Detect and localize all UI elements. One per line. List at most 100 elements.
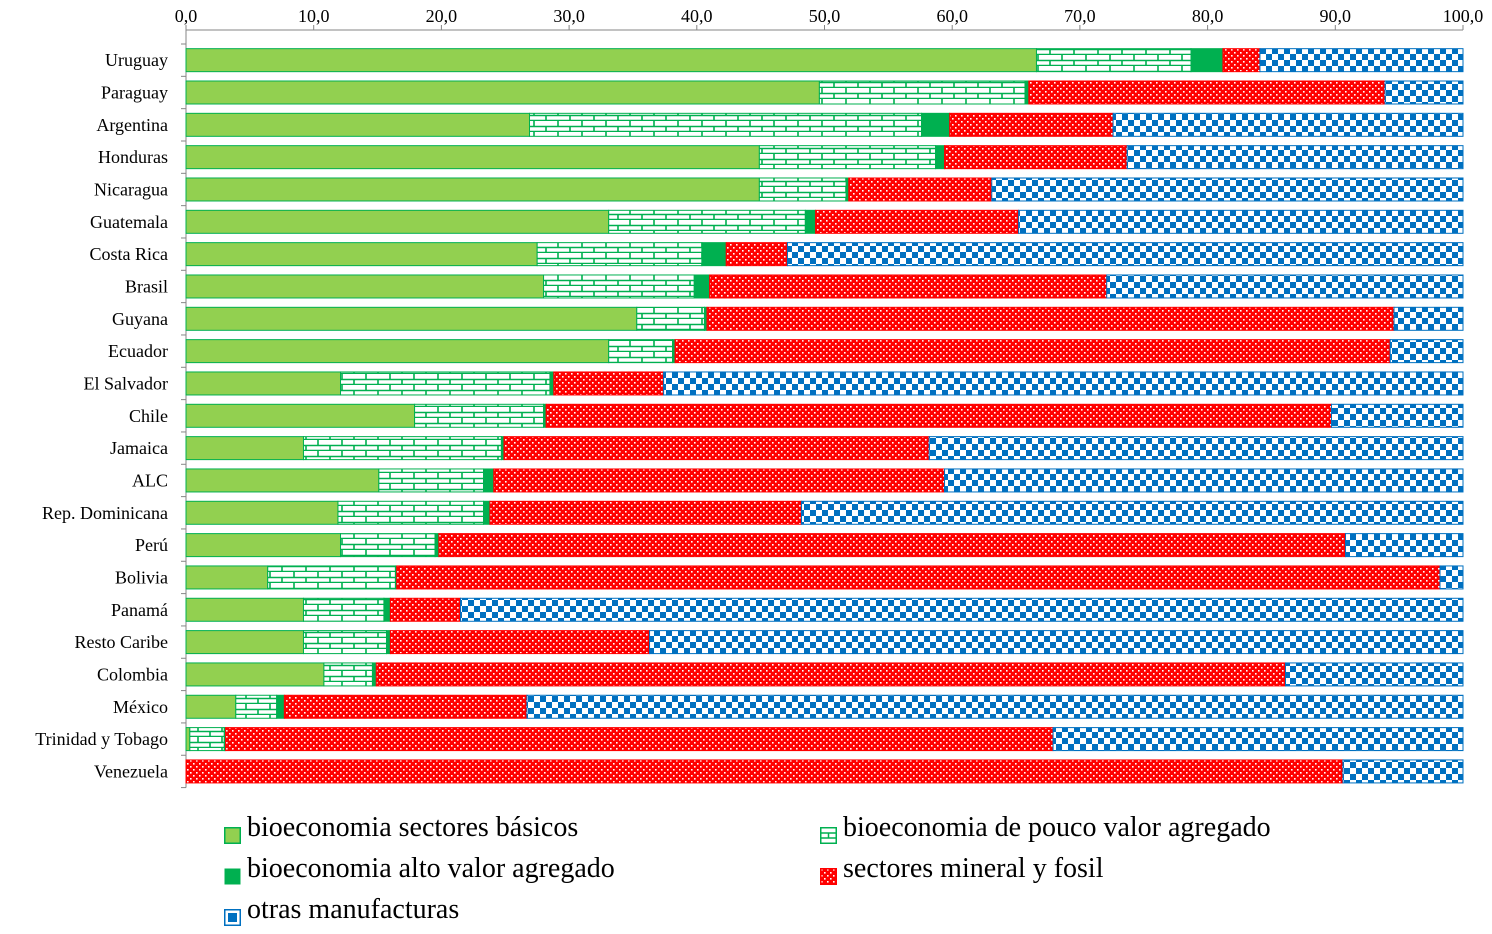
category-label-argentina: Argentina — [96, 115, 168, 135]
bar-resto-caribe-otras-manufacturas — [649, 630, 1464, 655]
bar-guatemala-bioeconomia-alto-valor-agregado — [804, 209, 817, 234]
bar-el-salvador-bioeconomia-de-pouco-valor-agregado — [340, 371, 551, 396]
category-label-peru: Perú — [135, 535, 168, 555]
category-labels: Uruguay Paraguay Argentina Honduras Nicaragu… — [35, 50, 168, 781]
x-tick-label: 70,0 — [1064, 6, 1096, 26]
bar-peru-bioeconomia-sectores-basicos — [185, 533, 342, 558]
bar-resto-caribe-bioeconomia-sectores-basicos — [185, 630, 304, 655]
legend-label-basicos: bioeconomia sectores básicos — [247, 812, 579, 843]
category-label-rep-dominicana: Rep. Dominicana — [42, 503, 168, 523]
bar-bolivia-sectores-mineral-y-fosil — [396, 565, 1441, 590]
bars — [185, 48, 1464, 784]
bar-argentina-sectores-mineral-y-fosil — [949, 112, 1114, 137]
bar-peru-otras-manufacturas — [1345, 533, 1464, 558]
bar-honduras-otras-manufacturas — [1126, 145, 1464, 170]
bar-costa-rica-bioeconomia-de-pouco-valor-agregado — [536, 242, 703, 267]
bar-trinidad-y-tobago-sectores-mineral-y-fosil — [225, 727, 1054, 752]
bar-alc-otras-manufacturas — [944, 468, 1464, 493]
category-label-paraguay: Paraguay — [101, 82, 168, 102]
category-label-el-salvador: El Salvador — [84, 373, 168, 393]
legend-swatch-mineral-fosil — [820, 861, 837, 885]
bar-peru-sectores-mineral-y-fosil — [438, 533, 1347, 558]
bar-jamaica-otras-manufacturas — [928, 436, 1464, 461]
bar-panama-sectores-mineral-y-fosil — [389, 597, 462, 622]
bar-guatemala-sectores-mineral-y-fosil — [815, 209, 1020, 234]
bar-mexico-sectores-mineral-y-fosil — [283, 694, 528, 719]
bar-trinidad-y-tobago-otras-manufacturas — [1052, 727, 1464, 752]
bar-alc-sectores-mineral-y-fosil — [493, 468, 946, 493]
category-label-mexico: México — [113, 697, 168, 717]
category-label-jamaica: Jamaica — [110, 438, 168, 458]
legend-item-mineral-fosil: sectores mineral y fosil — [820, 853, 1103, 885]
bar-ecuador-bioeconomia-sectores-basicos — [185, 339, 610, 364]
bar-chile-sectores-mineral-y-fosil — [545, 403, 1332, 428]
bar-argentina-otras-manufacturas — [1112, 112, 1464, 137]
x-tick-label: 20,0 — [426, 6, 458, 26]
bar-paraguay-bioeconomia-sectores-basicos — [185, 80, 820, 105]
legend: bioeconomia sectores básicos bioeconomia… — [224, 806, 1424, 926]
x-tick-label: 40,0 — [681, 6, 713, 26]
bar-mexico-bioeconomia-sectores-basicos — [185, 694, 237, 719]
legend-swatch-pouco-valor — [820, 820, 837, 844]
bar-uruguay-bioeconomia-de-pouco-valor-agregado — [1035, 48, 1192, 73]
bar-jamaica-sectores-mineral-y-fosil — [503, 436, 930, 461]
bar-ecuador-otras-manufacturas — [1389, 339, 1464, 364]
bar-trinidad-y-tobago-bioeconomia-sectores-basicos — [185, 727, 191, 752]
x-tick-label: 90,0 — [1320, 6, 1352, 26]
bar-panama-bioeconomia-alto-valor-agregado — [383, 597, 391, 622]
category-label-honduras: Honduras — [98, 147, 168, 167]
bar-panama-bioeconomia-sectores-basicos — [185, 597, 304, 622]
legend-swatch-otras-manufacturas — [224, 902, 241, 926]
bar-mexico-bioeconomia-alto-valor-agregado — [276, 694, 285, 719]
bar-resto-caribe-bioeconomia-alto-valor-agregado — [385, 630, 391, 655]
category-label-venezuela: Venezuela — [94, 761, 168, 781]
bar-panama-otras-manufacturas — [460, 597, 1464, 622]
bar-alc-bioeconomia-sectores-basicos — [185, 468, 380, 493]
bar-el-salvador-bioeconomia-sectores-basicos — [185, 371, 342, 396]
legend-item-pouco-valor: bioeconomia de pouco valor agregado — [820, 812, 1271, 844]
bar-ecuador-bioeconomia-de-pouco-valor-agregado — [608, 339, 674, 364]
category-label-bolivia: Bolivia — [115, 567, 168, 587]
bar-mexico-bioeconomia-de-pouco-valor-agregado — [235, 694, 278, 719]
category-label-colombia: Colombia — [97, 664, 168, 684]
bar-chile-bioeconomia-sectores-basicos — [185, 403, 416, 428]
category-label-panama: Panamá — [111, 600, 168, 620]
category-label-brasil: Brasil — [125, 276, 168, 296]
bar-paraguay-sectores-mineral-y-fosil — [1028, 80, 1386, 105]
bar-bolivia-otras-manufacturas — [1439, 565, 1464, 590]
bar-colombia-bioeconomia-alto-valor-agregado — [371, 662, 377, 687]
bar-chile-otras-manufacturas — [1330, 403, 1464, 428]
bar-argentina-bioeconomia-sectores-basicos — [185, 112, 531, 137]
bar-venezuela-sectores-mineral-y-fosil — [185, 759, 1344, 784]
bar-honduras-sectores-mineral-y-fosil — [944, 145, 1128, 170]
bar-rep-dominicana-bioeconomia-sectores-basicos — [185, 500, 339, 525]
bar-bolivia-bioeconomia-sectores-basicos — [185, 565, 269, 590]
bar-chile-bioeconomia-de-pouco-valor-agregado — [414, 403, 545, 428]
bar-argentina-bioeconomia-de-pouco-valor-agregado — [529, 112, 923, 137]
x-tick-label: 10,0 — [298, 6, 330, 26]
x-axis: 0,0 10,0 20,0 30,0 40,0 50,0 60,0 70,0 80,0 90,0 1… — [175, 6, 1483, 789]
bar-nicaragua-bioeconomia-de-pouco-valor-agregado — [758, 177, 847, 202]
bar-uruguay-sectores-mineral-y-fosil — [1222, 48, 1261, 73]
bar-uruguay-otras-manufacturas — [1259, 48, 1464, 73]
category-label-alc: ALC — [132, 470, 168, 490]
bar-rep-dominicana-bioeconomia-de-pouco-valor-agregado — [337, 500, 485, 525]
stacked-bar-chart: 0,0 10,0 20,0 30,0 40,0 50,0 60,0 70,0 80,0 90,0 1… — [35, 6, 1483, 789]
bar-guatemala-otras-manufacturas — [1018, 209, 1464, 234]
category-label-guyana: Guyana — [112, 309, 168, 329]
bar-nicaragua-otras-manufacturas — [991, 177, 1464, 202]
bar-guyana-bioeconomia-de-pouco-valor-agregado — [636, 306, 705, 331]
legend-label-mineral-fosil: sectores mineral y fosil — [843, 853, 1104, 884]
bar-honduras-bioeconomia-alto-valor-agregado — [935, 145, 946, 170]
bar-paraguay-bioeconomia-alto-valor-agregado — [1024, 80, 1030, 105]
bar-guyana-sectores-mineral-y-fosil — [706, 306, 1395, 331]
bar-costa-rica-otras-manufacturas — [786, 242, 1464, 267]
bar-rep-dominicana-bioeconomia-alto-valor-agregado — [483, 500, 491, 525]
bar-costa-rica-bioeconomia-sectores-basicos — [185, 242, 538, 267]
bar-jamaica-bioeconomia-sectores-basicos — [185, 436, 304, 461]
bar-venezuela-otras-manufacturas — [1342, 759, 1464, 784]
bar-guyana-bioeconomia-sectores-basicos — [185, 306, 638, 331]
bar-brasil-otras-manufacturas — [1106, 274, 1464, 299]
bar-uruguay-bioeconomia-alto-valor-agregado — [1190, 48, 1224, 73]
bar-mexico-otras-manufacturas — [526, 694, 1464, 719]
